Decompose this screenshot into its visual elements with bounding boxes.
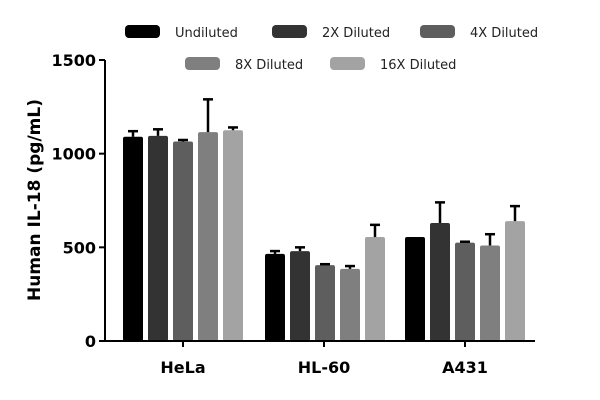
y-tick-label: 500 [63, 238, 96, 257]
legend-item: Undiluted [125, 25, 238, 41]
y-tick-label: 1500 [51, 51, 96, 70]
legend-label: Undiluted [175, 26, 238, 41]
bar [505, 221, 525, 341]
y-tick-label: 0 [85, 332, 96, 351]
x-category-label: HeLa [160, 358, 205, 377]
legend-item: 8X Diluted [185, 57, 303, 73]
x-category-label: HL-60 [298, 358, 351, 377]
legend-label: 8X Diluted [235, 58, 303, 73]
legend: Undiluted 2X Diluted 4X Diluted 8X Diluted 1… [125, 25, 538, 73]
bar [455, 242, 475, 341]
legend-swatch [125, 25, 160, 38]
bar [430, 222, 450, 341]
y-tick-label: 1000 [51, 145, 96, 164]
legend-item: 16X Diluted [330, 57, 456, 73]
legend-label: 16X Diluted [380, 58, 456, 73]
bar [480, 245, 500, 341]
bar [223, 130, 243, 341]
bar [123, 136, 143, 341]
legend-swatch [420, 25, 455, 38]
x-category-label: A431 [442, 358, 488, 377]
legend-label: 2X Diluted [322, 26, 390, 41]
x-axis: HeLa HL-60 A431 [105, 340, 535, 377]
legend-swatch [185, 57, 220, 70]
y-axis: 0 500 1000 1500 [51, 51, 106, 351]
bar [290, 251, 310, 341]
legend-item: 4X Diluted [420, 25, 538, 41]
legend-swatch [272, 25, 307, 38]
bar [198, 132, 218, 341]
bar [340, 268, 360, 341]
bar [365, 237, 385, 341]
legend-label: 4X Diluted [470, 26, 538, 41]
y-axis-label: Human IL-18 (pg/mL) [25, 99, 45, 301]
bar [173, 141, 193, 341]
legend-item: 2X Diluted [272, 25, 390, 41]
bar [315, 265, 335, 341]
bars [123, 98, 525, 341]
legend-swatch [330, 57, 365, 70]
bar [265, 253, 285, 341]
bar [405, 237, 425, 341]
bar [148, 135, 168, 341]
